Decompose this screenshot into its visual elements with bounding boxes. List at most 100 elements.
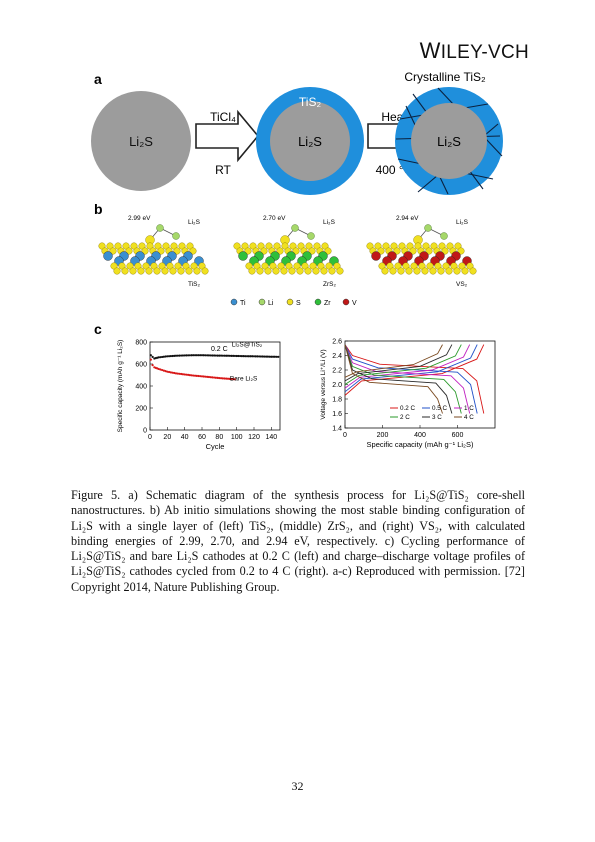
s-atom (469, 267, 477, 275)
series-li2s-tis2: Li₂S@TiS₂ (149, 341, 280, 360)
data-point (169, 354, 172, 358)
s-atom (264, 267, 272, 275)
data-point (195, 354, 198, 357)
charge-curve-0-5C (344, 344, 478, 393)
data-point (199, 375, 202, 378)
substrate-label: VS₂ (456, 281, 468, 288)
panel-b-label: b (94, 201, 103, 217)
x-axis-label: Cycle (206, 442, 225, 451)
discharge-curve-3C (344, 344, 453, 414)
binding-energy-label: 2.70 eV (263, 215, 286, 222)
data-point (204, 354, 207, 357)
discharge-curve-4C (344, 344, 443, 414)
s-atom (308, 247, 316, 255)
s-atom (461, 267, 469, 275)
structure-3: 2.94 eV Li₂S VS₂ (366, 215, 477, 288)
data-point (183, 354, 186, 357)
y-tick-label: 600 (135, 362, 147, 369)
li-atom (424, 224, 432, 232)
s-atom (113, 267, 121, 275)
data-point (216, 376, 219, 380)
data-point (185, 373, 188, 376)
series-bare-li2s: Bare Li₂S (149, 358, 258, 383)
y-axis-label: Specific capacity (mAh g⁻¹ Li₂S) (117, 340, 124, 433)
data-point (166, 355, 169, 358)
legend-label: 1 C (464, 405, 474, 412)
legend-label: Ti (240, 300, 246, 307)
s-atom (312, 267, 320, 275)
li2s-particle (91, 91, 191, 191)
data-point (261, 355, 264, 358)
data-point (230, 377, 233, 381)
discharge-curve-2C (344, 344, 462, 414)
s-atom (248, 267, 256, 275)
s-atom (441, 247, 449, 255)
s-atom (389, 267, 397, 275)
data-point (219, 377, 223, 380)
metal-atom (371, 251, 381, 261)
data-point (157, 356, 160, 359)
data-point (232, 378, 235, 381)
rate-annotation: 0.2 C (211, 346, 228, 353)
data-point (199, 354, 202, 357)
s-atom (393, 247, 401, 255)
data-point (207, 375, 211, 379)
panel-c-label: c (94, 321, 102, 337)
data-point (265, 355, 268, 358)
metal-atom (103, 251, 113, 261)
data-point (211, 376, 214, 379)
li-atom (440, 232, 448, 240)
y-tick-label: 400 (135, 384, 147, 391)
structure-2: 2.70 eV Li₂S ZrS₂ (233, 215, 344, 288)
data-point (204, 375, 207, 378)
data-point (174, 354, 178, 357)
figure-5: a Li₂S TiCl₄ RT TiS₂ Li₂S Heat 400 °C Cr… (91, 70, 503, 451)
s-atom (272, 267, 280, 275)
s-atom (304, 267, 312, 275)
s-atom (288, 267, 296, 275)
data-point (226, 377, 230, 380)
s-atom (109, 247, 117, 255)
data-point (173, 371, 176, 375)
legend-label: Zr (324, 300, 331, 307)
crystalline-title: Crystalline TiS₂ (404, 70, 486, 84)
li2s-core-2 (270, 101, 350, 181)
y-tick-label: 0 (143, 428, 147, 435)
data-point (202, 354, 205, 357)
data-point (149, 354, 152, 357)
data-point (245, 355, 249, 358)
data-point (183, 373, 186, 376)
data-point (167, 355, 171, 358)
legend-label: Li (268, 300, 274, 307)
data-point (171, 371, 174, 374)
figure-caption: Figure 5. a) Schematic diagram of the sy… (71, 488, 525, 594)
data-point (161, 355, 164, 359)
structure-1: 2.99 eV Li₂S TiS₂ (98, 215, 209, 288)
data-point (230, 354, 233, 357)
s-atom (256, 267, 264, 275)
legend-label: 4 C (464, 414, 474, 421)
data-point (216, 354, 219, 357)
y-axis-label: Voltage versus Li⁺/Li (V) (320, 349, 327, 419)
data-point (174, 372, 178, 375)
data-point (206, 354, 209, 357)
core-label-2: Li₂S (298, 134, 322, 149)
data-point (192, 354, 195, 357)
data-point (270, 355, 273, 358)
data-point (159, 356, 162, 359)
s-atom (445, 267, 453, 275)
data-point (211, 354, 214, 357)
data-point (192, 374, 195, 377)
s-atom (153, 267, 161, 275)
s-atom (453, 267, 461, 275)
data-point (232, 354, 235, 357)
data-point (190, 374, 193, 377)
y-tick-label: 200 (135, 406, 147, 413)
data-point (252, 355, 256, 358)
data-point (200, 375, 204, 378)
substrate-label: ZrS₂ (323, 281, 336, 288)
data-point (228, 377, 231, 380)
data-point (233, 378, 237, 381)
data-point (259, 355, 263, 358)
s-atom (125, 247, 133, 255)
